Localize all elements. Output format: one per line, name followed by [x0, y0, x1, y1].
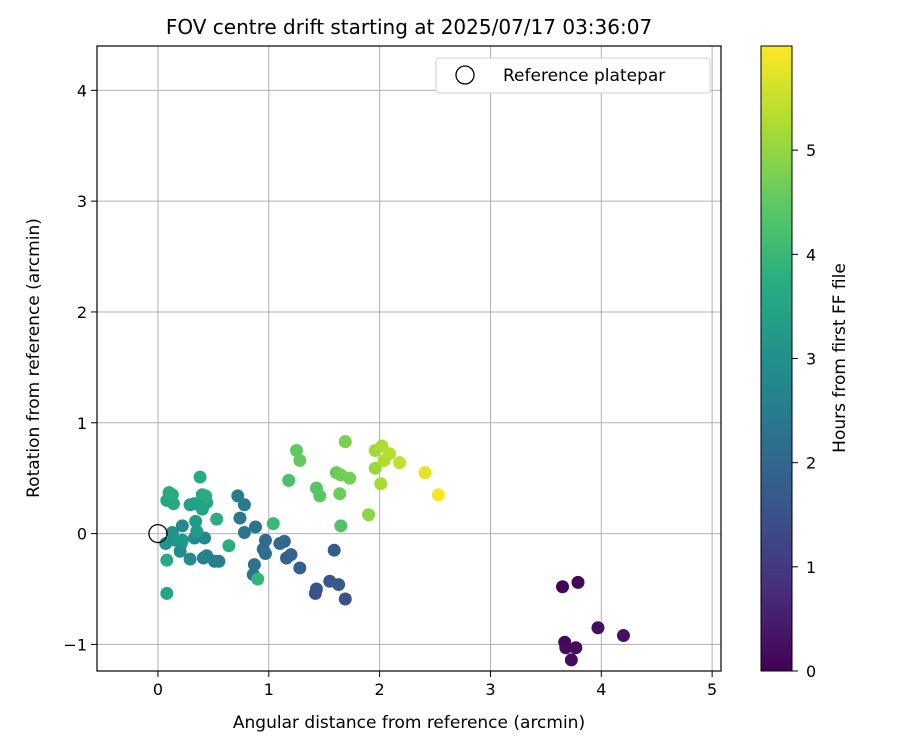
scatter-point	[247, 558, 261, 572]
colorbar-gradient	[760, 45, 793, 672]
scatter-point	[189, 514, 203, 528]
scatter-point	[160, 553, 174, 567]
plot-frame	[96, 45, 722, 672]
chart-title: FOV centre drift starting at 2025/07/17 …	[166, 15, 652, 39]
scatter-point	[559, 641, 573, 655]
colorbar-tick-label: 1	[806, 558, 816, 577]
scatter-point	[333, 487, 347, 501]
y-tick-label: 1	[77, 414, 87, 433]
scatter-point	[374, 477, 388, 491]
scatter-point	[313, 489, 327, 503]
y-tick-label: 0	[77, 525, 87, 544]
colorbar-label: Hours from first FF file	[830, 263, 850, 453]
colorbar-tick-label: 4	[806, 245, 816, 264]
scatter-point	[616, 629, 630, 643]
scatter-point	[237, 498, 251, 512]
x-axis-ticks: 0 1 2 3 4 5	[153, 671, 717, 699]
colorbar-tick-label: 3	[806, 350, 816, 369]
scatter-point	[282, 473, 296, 487]
x-tick-label: 2	[375, 680, 385, 699]
scatter-point	[564, 653, 578, 667]
scatter-point	[159, 537, 173, 551]
y-tick-label: 4	[77, 81, 87, 100]
y-axis-label: Rotation from reference (arcmin)	[24, 218, 44, 498]
scatter-point	[183, 552, 197, 566]
x-axis-label: Angular distance from reference (arcmin)	[233, 713, 585, 733]
legend-marker	[455, 65, 475, 85]
scatter-point	[338, 592, 352, 606]
x-tick-label: 0	[153, 680, 163, 699]
grid-lines	[97, 46, 721, 671]
scatter-point	[393, 456, 407, 470]
scatter-point	[196, 551, 210, 565]
x-tick-label: 4	[596, 680, 606, 699]
scatter-point	[175, 533, 189, 547]
scatter-point	[210, 512, 224, 526]
scatter-point	[190, 524, 204, 538]
scatter-point	[248, 520, 262, 534]
scatter-point	[165, 488, 179, 502]
scatter-point	[160, 586, 174, 600]
colorbar-ticks: 0 1 2 3 4 5	[792, 141, 816, 681]
scatter-point	[338, 435, 352, 449]
scatter-point	[231, 489, 245, 503]
scatter-point	[591, 621, 605, 635]
scatter-point	[233, 511, 247, 525]
scatter-point	[334, 519, 348, 533]
colorbar-tick-label: 2	[806, 454, 816, 473]
scatter-points	[159, 435, 630, 667]
scatter-point	[258, 547, 272, 561]
scatter-point	[556, 580, 570, 594]
legend-entry-reference: Reference platepar	[503, 66, 665, 86]
y-tick-label: 3	[77, 192, 87, 211]
scatter-point	[280, 551, 294, 565]
scatter-point	[293, 561, 307, 575]
scatter-point	[368, 461, 382, 475]
legend: Reference platepar	[435, 57, 711, 94]
scatter-point	[362, 508, 376, 522]
y-axis-ticks: −1 0 1 2 3 4	[63, 81, 97, 654]
x-tick-label: 5	[707, 680, 717, 699]
legend-box	[435, 57, 711, 94]
reference-platepar-marker	[148, 523, 168, 544]
scatter-point	[266, 517, 280, 531]
scatter-point	[571, 575, 585, 589]
colorbar-tick-label: 0	[806, 662, 816, 681]
scatter-point	[251, 572, 265, 586]
scatter-point	[290, 443, 304, 457]
scatter-point	[309, 582, 323, 596]
x-tick-label: 1	[264, 680, 274, 699]
colorbar: 0 1 2 3 4 5 Hours from first FF file	[760, 45, 850, 681]
colorbar-tick-label: 5	[806, 141, 816, 160]
scatter-point	[343, 471, 357, 485]
scatter-point	[327, 543, 341, 557]
scatter-point	[383, 447, 397, 461]
scatter-point	[273, 537, 287, 551]
scatter-point	[332, 578, 346, 592]
x-tick-label: 3	[485, 680, 495, 699]
scatter-point	[199, 489, 213, 503]
scatter-point	[293, 453, 307, 467]
scatter-point	[175, 519, 189, 533]
scatter-point	[222, 539, 236, 553]
scatter-point	[569, 641, 583, 655]
scatter-point	[193, 470, 207, 484]
scatter-point	[418, 466, 432, 480]
y-tick-label: −1	[63, 635, 87, 654]
scatter-point	[237, 525, 251, 539]
y-tick-label: 2	[77, 303, 87, 322]
scatter-point	[431, 488, 445, 502]
